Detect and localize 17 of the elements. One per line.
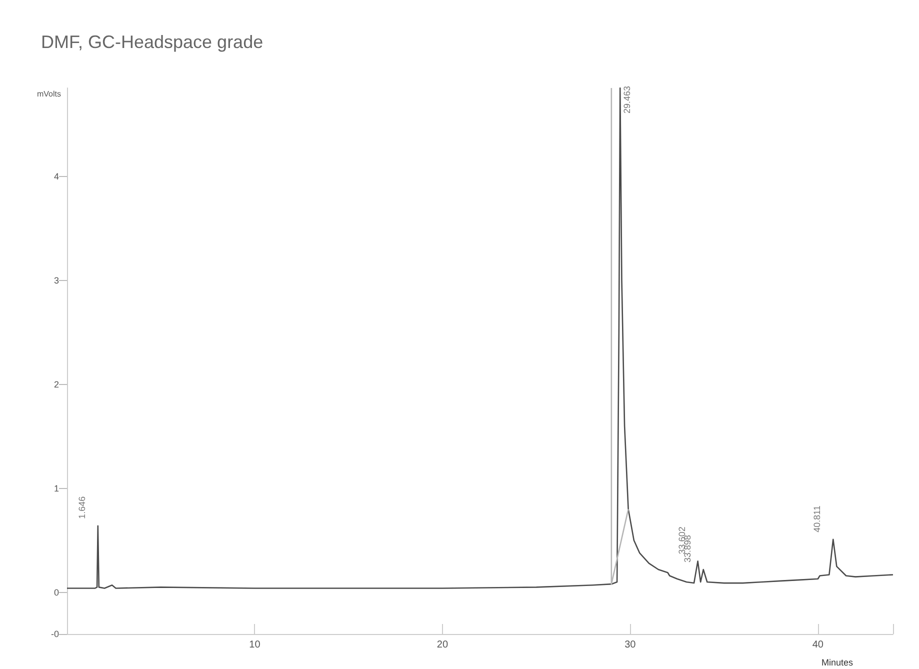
y-axis-title: mVolts [36,90,61,98]
chart-title: DMF, GC-Headspace grade [41,32,264,52]
annotation: 1.646 [76,496,87,519]
x-tick-label: 40 [812,640,824,650]
y-tick-label: 1 [54,483,59,494]
y-tick-label: 3 [54,275,59,286]
x-axis-title: Minutes [821,658,854,668]
annotation: 29.463 [622,86,632,114]
y-tick-label: -0 [50,629,59,639]
y-tick-label: 4 [54,171,59,182]
annotation: 40.811 [812,506,822,532]
x-tick-label: 30 [624,640,636,650]
y-tick-label: 0 [54,587,59,598]
line-series [66,87,894,589]
x-tick-label: 10 [249,640,261,650]
x-tick-label: 20 [436,640,448,650]
y-tick-label: 2 [54,379,59,390]
